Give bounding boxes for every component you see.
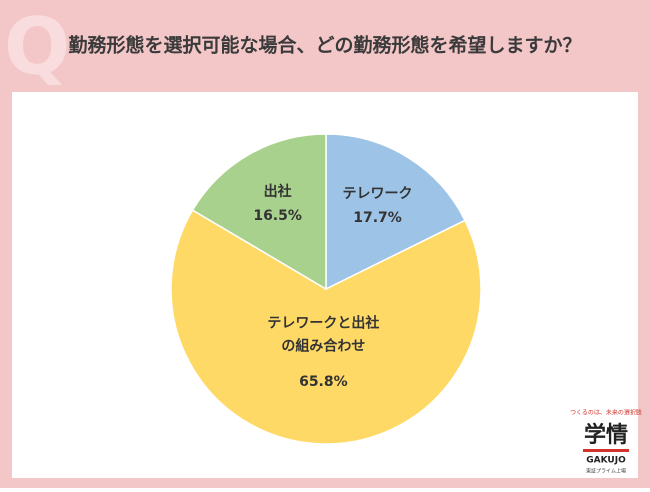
logo: つくるのは、未来の選択肢 学情 GAKUJO 東証プライム上場 [570,409,642,475]
pie-slice [191,133,327,291]
logo-roman: GAKUJO [586,456,626,466]
logo-name: 学情 [584,422,628,448]
badge: Q [4,2,70,92]
logo-tagline: つくるのは、未来の選択肢 [570,409,642,417]
slice-value-label: 16.5% [253,208,302,224]
slice-label: テレワーク [343,186,413,202]
slice-label: テレワークと出社の組み合わせ [267,315,379,355]
slice-label: 出社 [264,183,292,200]
logo-bar [583,449,629,452]
slice-value-label: 17.7% [353,210,402,226]
pie-slice [170,209,482,445]
slice-value-label: 65.8% [299,374,348,390]
logo-note: 東証プライム上場 [586,468,626,475]
pie-slice [325,133,466,291]
chart-title: 勤務形態を選択可能な場合、どの勤務形態を希望しますか？ [68,34,581,57]
